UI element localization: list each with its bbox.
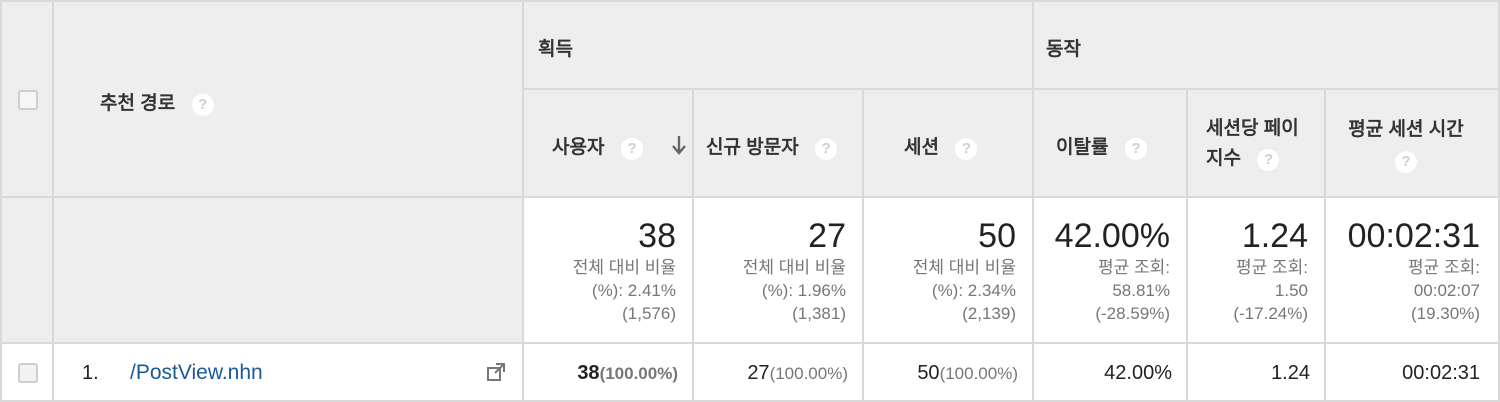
select-all-checkbox[interactable] [18,90,38,110]
totals-bounce-rate-line1: 평균 조회: [1097,258,1170,277]
totals-pages-per-session-value: 1.24 [1241,217,1308,255]
table-row-sessions-cell: 50(100.00%) [864,344,1034,402]
totals-new-visitors-line2: (%): 1.96% [761,281,846,300]
totals-new-visitors-value: 27 [808,217,846,255]
totals-avg-session-duration-line1: 평균 조회: [1407,258,1480,277]
row-index: 1. [82,362,99,384]
row-new-visitors-pct: (100.00%) [769,364,848,383]
pages-per-session-label-line1: 세션당 페이 [1206,118,1299,139]
totals-new-visitors-cell: 27 전체 대비 비율 (%): 1.96% (1,381) [694,198,864,344]
totals-pages-per-session-cell: 1.24 평균 조회: 1.50 (-17.24%) [1188,198,1326,344]
totals-pages-per-session-line3: (-17.24%) [1233,304,1308,323]
behavior-group-header: 동작 [1034,0,1500,90]
row-pages-per-session-value: 1.24 [1271,362,1310,384]
bounce-rate-column-header[interactable]: 이탈률 ? [1034,90,1188,198]
table-row-dimension-cell: 1. /PostView.nhn [54,344,524,402]
totals-pages-per-session-line1: 평균 조회: [1235,258,1308,277]
help-icon[interactable]: ? [1257,148,1280,171]
row-bounce-rate-value: 42.00% [1104,362,1172,384]
acquisition-group-label: 획득 [538,39,573,60]
select-all-header [0,0,54,198]
row-checkbox[interactable] [18,363,38,383]
totals-sessions-value: 50 [978,217,1016,255]
dimension-header[interactable]: 추천 경로 ? [54,0,524,198]
acquisition-group-header: 획득 [524,0,1034,90]
totals-sessions-line2: (%): 2.34% [931,281,1016,300]
table-row-pages-per-session-cell: 1.24 [1188,344,1326,402]
totals-avg-session-duration-cell: 00:02:31 평균 조회: 00:02:07 (19.30%) [1326,198,1500,344]
totals-bounce-rate-value: 42.00% [1054,217,1170,255]
totals-users-value: 38 [638,217,676,255]
totals-sessions-cell: 50 전체 대비 비율 (%): 2.34% (2,139) [864,198,1034,344]
sessions-column-label: 세션 [904,137,939,158]
totals-label-cell [54,198,524,344]
totals-pages-per-session-line2: 1.50 [1274,281,1308,300]
totals-sessions-line3: (2,139) [962,304,1016,323]
help-icon[interactable]: ? [1395,150,1417,173]
row-sessions-value: 50 [917,362,940,384]
sessions-column-header[interactable]: 세션 ? [864,90,1034,198]
totals-avg-session-duration-value: 00:02:31 [1347,217,1480,255]
table-row-avg-session-duration-cell: 00:02:31 [1326,344,1500,402]
table-row-users-cell: 38(100.00%) [524,344,694,402]
row-path-link[interactable]: /PostView.nhn [130,361,263,384]
bounce-rate-column-label: 이탈률 [1056,137,1109,158]
avg-session-duration-column-header[interactable]: 평균 세션 시간 ? [1326,90,1500,198]
totals-avg-session-duration-line2: 00:02:07 [1413,281,1480,300]
totals-avg-session-duration-line3: (19.30%) [1411,304,1480,323]
row-users-pct: (100.00%) [599,364,678,383]
row-avg-session-duration-value: 00:02:31 [1402,362,1480,384]
help-icon[interactable]: ? [1124,137,1147,160]
totals-users-line3: (1,576) [622,304,676,323]
table-row-bounce-rate-cell: 42.00% [1034,344,1188,402]
new-visitors-column-label: 신규 방문자 [706,137,799,158]
sort-descending-icon[interactable] [672,134,686,156]
row-sessions-pct: (100.00%) [939,364,1018,383]
open-in-new-window-icon[interactable] [486,362,506,382]
table-row-checkbox-cell [0,344,54,402]
help-icon[interactable]: ? [620,137,643,160]
avg-session-duration-label: 평균 세션 시간 [1348,119,1464,140]
pages-per-session-label-line2: 지수 [1206,148,1241,169]
totals-bounce-rate-line2: 58.81% [1112,281,1170,300]
help-icon[interactable]: ? [815,137,838,160]
totals-sessions-line1: 전체 대비 비율 [912,258,1016,277]
pages-per-session-column-header[interactable]: 세션당 페이 지수 ? [1188,90,1326,198]
totals-checkbox-cell [0,198,54,344]
dimension-header-label: 추천 경로 [100,93,176,114]
totals-bounce-rate-line3: (-28.59%) [1095,304,1170,323]
row-new-visitors-value: 27 [747,362,770,384]
totals-bounce-rate-cell: 42.00% 평균 조회: 58.81% (-28.59%) [1034,198,1188,344]
users-column-header[interactable]: 사용자 ? [524,90,694,198]
totals-users-line2: (%): 2.41% [591,281,676,300]
totals-users-line1: 전체 대비 비율 [572,258,676,277]
help-icon[interactable]: ? [955,137,978,160]
table-row-new-visitors-cell: 27(100.00%) [694,344,864,402]
help-icon[interactable]: ? [191,93,214,116]
row-users-value: 38 [577,362,600,384]
totals-new-visitors-line3: (1,381) [792,304,846,323]
users-column-label: 사용자 [552,137,605,158]
behavior-group-label: 동작 [1046,39,1081,60]
totals-new-visitors-line1: 전체 대비 비율 [742,258,846,277]
totals-users-cell: 38 전체 대비 비율 (%): 2.41% (1,576) [524,198,694,344]
new-visitors-column-header[interactable]: 신규 방문자 ? [694,90,864,198]
